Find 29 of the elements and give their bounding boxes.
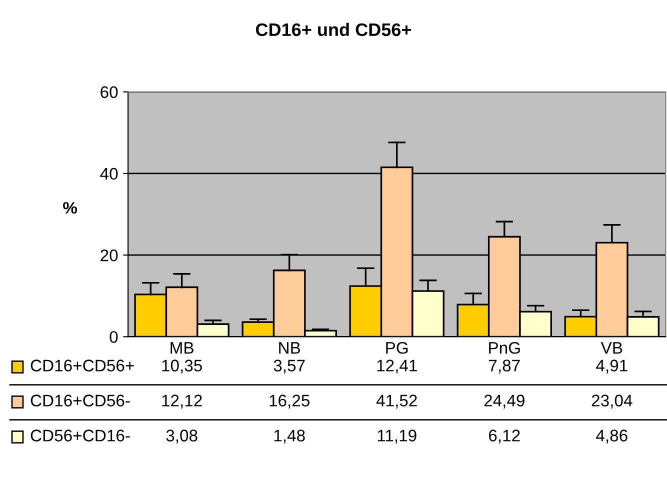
data-label: 4,91 [596, 360, 628, 374]
x-tick-label: PG [386, 342, 408, 354]
legend-label: CD16+CD56+ [30, 360, 134, 372]
chart-title: CD16+ und CD56+ [256, 22, 412, 36]
data-label: 24,49 [484, 394, 524, 408]
legend-label: CD16+CD56- [30, 394, 130, 406]
data-label: 4,86 [596, 430, 628, 444]
x-tick-label: VB [600, 342, 622, 354]
data-label: 7,87 [489, 360, 520, 374]
y-axis-title: % [63, 202, 78, 214]
y-tick-label: 60 [100, 86, 118, 98]
data-label: 41,52 [376, 394, 417, 408]
y-tick-label: 40 [100, 168, 118, 180]
data-label: 6,12 [489, 430, 520, 444]
x-tick-label: MB [170, 342, 194, 354]
x-tick-label: NB [279, 342, 300, 354]
data-label: 1,48 [274, 430, 305, 444]
data-label: 23,04 [592, 394, 632, 408]
data-label: 16,25 [270, 394, 310, 408]
data-label: 12,41 [377, 360, 417, 374]
x-tick-label: PnG [489, 342, 520, 354]
data-label: 10,35 [162, 360, 202, 374]
data-label: 12,12 [162, 394, 202, 408]
data-label: 3,57 [274, 360, 305, 374]
legend-label: CD56+CD16- [30, 430, 130, 442]
y-tick-label: 0 [110, 331, 118, 343]
y-tick-label: 20 [100, 249, 118, 262]
data-label: 11,19 [378, 430, 416, 444]
data-label: 3,08 [166, 430, 198, 444]
